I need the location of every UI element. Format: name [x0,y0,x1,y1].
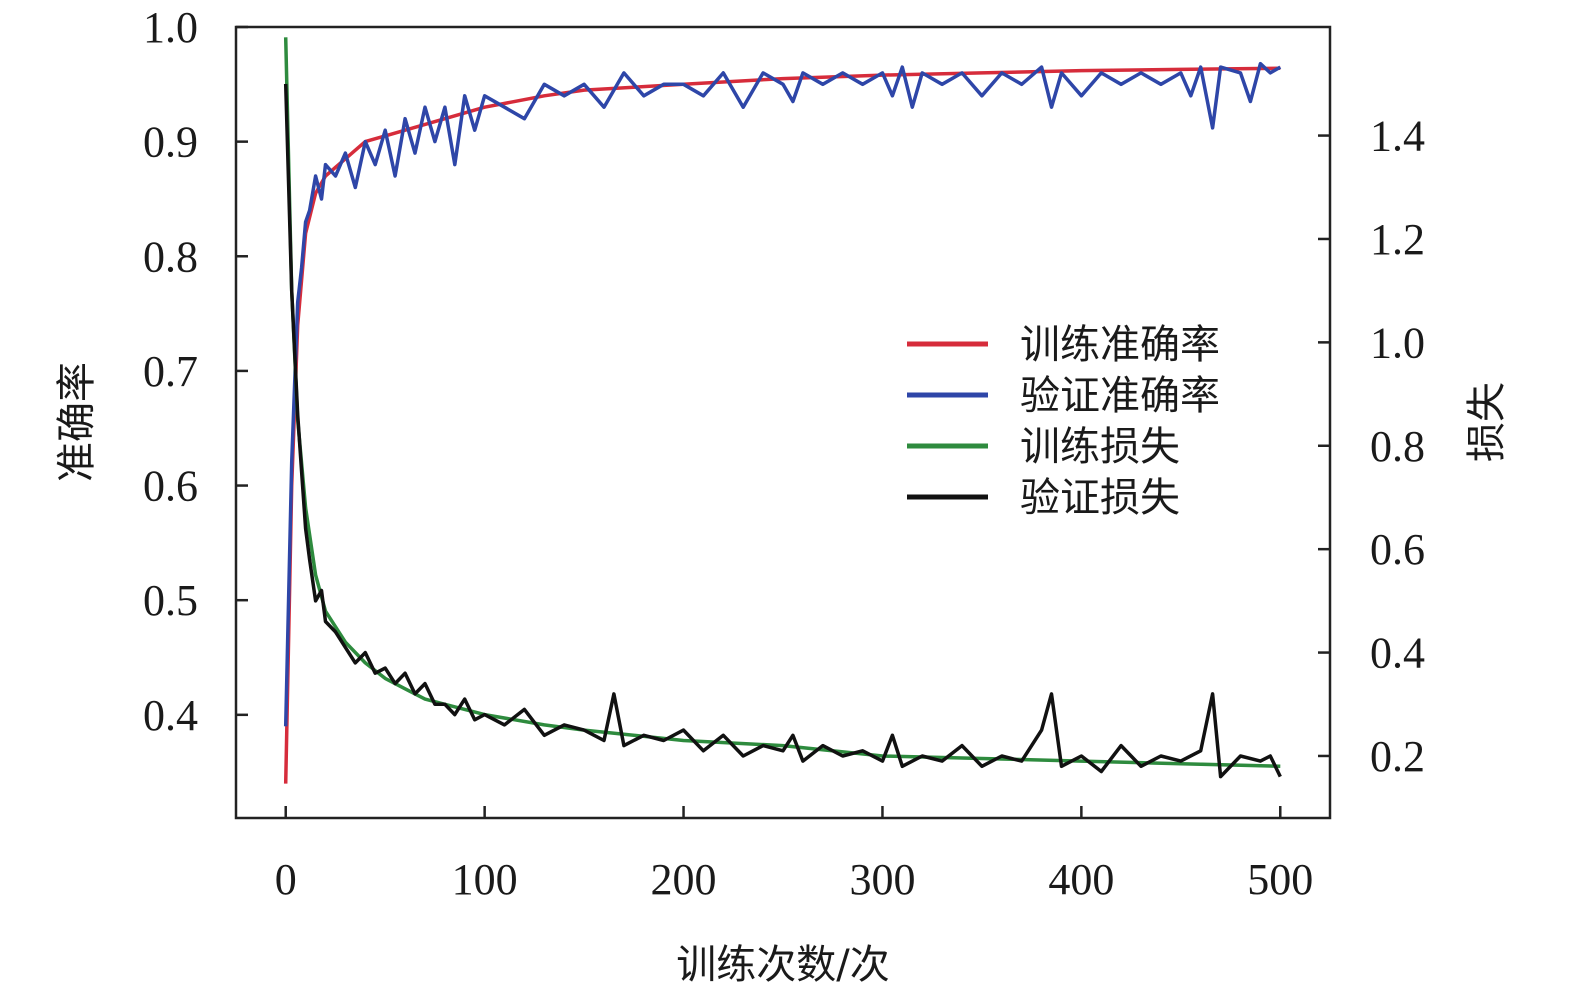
legend-label: 训练损失 [1020,424,1180,470]
x-tick-label: 400 [1048,855,1114,904]
left-y-tick-label: 0.7 [143,347,198,396]
legend-label: 验证准确率 [1020,373,1220,419]
x-tick-label: 300 [849,855,915,904]
right-y-tick-label: 0.4 [1370,629,1425,678]
legend-label: 验证损失 [1020,475,1180,521]
x-tick-label: 200 [651,855,717,904]
right-y-tick-label: 1.0 [1370,318,1425,367]
left-y-tick-label: 1.0 [143,3,198,52]
x-tick-label: 500 [1247,855,1313,904]
right-y-tick-label: 1.4 [1370,112,1425,161]
series-line-2 [283,61,1282,727]
x-tick-label: 0 [275,855,297,904]
left-y-axis-ticks: 0.4 0.5 0.6 0.7 0.8 0.9 1.0 [143,3,248,740]
x-tick-label: 100 [452,855,518,904]
right-y-tick-label: 0.8 [1370,422,1425,471]
left-y-tick-label: 0.8 [143,232,198,281]
series-line-4 [283,83,1282,779]
series-line-1 [283,66,1281,784]
right-y-tick-label: 0.2 [1370,732,1425,781]
right-y-axis-title: 损失 [1464,382,1510,462]
left-y-tick-label: 0.6 [143,462,198,511]
left-y-tick-label: 0.9 [143,118,198,167]
left-y-axis-title: 准确率 [54,362,100,482]
x-axis-title: 训练次数/次 [676,942,889,988]
series-lines [283,37,1282,784]
x-axis-ticks: 0 100 200 300 400 500 [275,806,1313,904]
legend-label: 训练准确率 [1020,322,1220,368]
right-y-axis-ticks: 0.2 0.4 0.6 0.8 1.0 1.2 1.4 [1318,112,1425,781]
right-y-tick-label: 0.6 [1370,525,1425,574]
left-y-tick-label: 0.5 [143,576,198,625]
right-y-tick-label: 1.2 [1370,215,1425,264]
left-y-tick-label: 0.4 [143,691,198,740]
plot-frame [234,25,1332,820]
